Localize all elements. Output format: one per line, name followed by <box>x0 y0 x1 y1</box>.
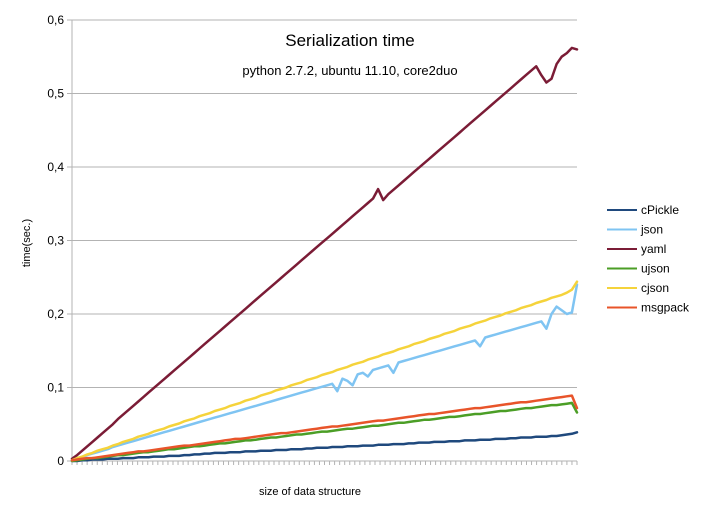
legend-label-cPickle: cPickle <box>641 203 679 217</box>
series-line-cPickle <box>70 431 579 463</box>
legend-label-ujson: ujson <box>641 262 670 276</box>
series-line-yaml <box>70 46 579 461</box>
y-tick-label: 0,2 <box>47 307 64 321</box>
chart-subtitle: python 2.7.2, ubuntu 11.10, core2duo <box>242 63 457 78</box>
legend-label-yaml: yaml <box>641 242 666 256</box>
y-tick-label: 0,6 <box>47 13 64 27</box>
series-line-json <box>70 283 579 463</box>
y-axis-ticks: 0 0,1 0,2 0,3 0,4 0,5 0,6 <box>47 13 64 468</box>
x-axis-ticks <box>71 461 578 465</box>
legend-label-cjson: cjson <box>641 281 669 295</box>
y-tick-label: 0,1 <box>47 381 64 395</box>
series-line-msgpack <box>70 394 579 462</box>
y-tick-label: 0,3 <box>47 234 64 248</box>
legend: cPickle json yaml ujson cjson msgpack <box>607 203 690 315</box>
y-tick-label: 0,5 <box>47 87 64 101</box>
series-line-cjson <box>70 280 579 462</box>
x-axis-label: size of data structure <box>259 486 361 498</box>
chart-title: Serialization time <box>285 31 414 50</box>
legend-label-msgpack: msgpack <box>641 301 690 315</box>
y-tick-label: 0 <box>57 454 64 468</box>
y-axis-label: time(sec.) <box>21 219 33 267</box>
series-line-ujson <box>70 401 579 463</box>
y-tick-label: 0,4 <box>47 160 64 174</box>
legend-label-json: json <box>640 223 663 237</box>
series-group <box>70 46 579 463</box>
